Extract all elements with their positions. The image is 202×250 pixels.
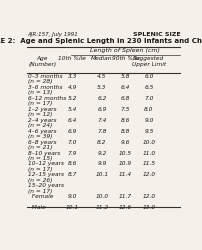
Text: Suggested
Upper Limit: Suggested Upper Limit xyxy=(132,56,166,67)
Text: 11.5: 11.5 xyxy=(142,162,156,166)
Text: 15–20 years
(n = 17): 15–20 years (n = 17) xyxy=(28,184,64,194)
Text: 10.9: 10.9 xyxy=(119,162,132,166)
Text: SPLENIC SIZE: SPLENIC SIZE xyxy=(133,32,180,37)
Text: 6–12 months
(n = 17): 6–12 months (n = 17) xyxy=(28,96,67,106)
Text: 11.4: 11.4 xyxy=(119,172,132,178)
Text: 12.6: 12.6 xyxy=(119,205,132,210)
Text: 90th %ile: 90th %ile xyxy=(112,56,139,61)
Text: 5.3: 5.3 xyxy=(97,85,107,90)
Text: 8.6: 8.6 xyxy=(121,118,130,122)
Text: 8.0: 8.0 xyxy=(144,106,154,112)
Text: 11.2: 11.2 xyxy=(95,205,108,210)
Text: 12.0: 12.0 xyxy=(142,172,156,178)
Text: 6.4: 6.4 xyxy=(67,118,77,122)
Text: 5.4: 5.4 xyxy=(67,106,77,112)
Text: 10.1: 10.1 xyxy=(95,172,108,178)
Text: 8–10 years
(n = 15): 8–10 years (n = 15) xyxy=(28,150,61,161)
Text: Age
(Number): Age (Number) xyxy=(28,56,57,67)
Text: 9.9: 9.9 xyxy=(97,162,107,166)
Text: 2–4 years
(n = 24): 2–4 years (n = 24) xyxy=(28,118,57,128)
Text: 6.8: 6.8 xyxy=(121,96,130,101)
Text: 1–2 years
(n = 12): 1–2 years (n = 12) xyxy=(28,106,57,118)
Text: 9.2: 9.2 xyxy=(97,150,107,156)
Text: 6.0: 6.0 xyxy=(144,74,154,79)
Text: 4.9: 4.9 xyxy=(67,85,77,90)
Text: 7.9: 7.9 xyxy=(67,150,77,156)
Text: 7.5: 7.5 xyxy=(121,106,130,112)
Text: Median: Median xyxy=(91,56,113,61)
Text: Male: Male xyxy=(28,205,46,210)
Text: 9.6: 9.6 xyxy=(121,140,130,144)
Text: 6.2: 6.2 xyxy=(97,96,107,101)
Text: 4.5: 4.5 xyxy=(97,74,107,79)
Text: 10–12 years
(n = 17): 10–12 years (n = 17) xyxy=(28,162,64,172)
Text: 8.8: 8.8 xyxy=(121,128,130,134)
Text: 12.0: 12.0 xyxy=(142,194,156,200)
Text: 8.6: 8.6 xyxy=(67,162,77,166)
Text: Length of Spleen (cm): Length of Spleen (cm) xyxy=(90,48,160,53)
Text: 10th %ile: 10th %ile xyxy=(58,56,86,61)
Text: 0–3 months
(n = 28): 0–3 months (n = 28) xyxy=(28,74,63,85)
Text: 10.5: 10.5 xyxy=(119,150,132,156)
Text: 8.7: 8.7 xyxy=(67,172,77,178)
Text: 10.1: 10.1 xyxy=(66,205,79,210)
Text: TABLE 2:  Age and Splenic Length in 230 Infants and Children: TABLE 2: Age and Splenic Length in 230 I… xyxy=(0,38,202,44)
Text: 8.2: 8.2 xyxy=(97,140,107,144)
Text: 6.9: 6.9 xyxy=(67,128,77,134)
Text: 11.7: 11.7 xyxy=(119,194,132,200)
Text: 6.4: 6.4 xyxy=(121,85,130,90)
Text: 12–15 years
(n = 26): 12–15 years (n = 26) xyxy=(28,172,64,183)
Text: 5.8: 5.8 xyxy=(121,74,130,79)
Text: 4–6 years
(n = 39): 4–6 years (n = 39) xyxy=(28,128,57,139)
Text: 7.0: 7.0 xyxy=(67,140,77,144)
Text: 6.9: 6.9 xyxy=(97,106,107,112)
Text: 10.0: 10.0 xyxy=(142,140,156,144)
Text: 5.2: 5.2 xyxy=(67,96,77,101)
Text: 7.4: 7.4 xyxy=(97,118,107,122)
Text: 6.5: 6.5 xyxy=(144,85,154,90)
Text: 9.0: 9.0 xyxy=(67,194,77,200)
Text: 6–8 years
(n = 21): 6–8 years (n = 21) xyxy=(28,140,57,150)
Text: 3.3: 3.3 xyxy=(67,74,77,79)
Text: 13.0: 13.0 xyxy=(142,205,156,210)
Text: 3–6 months
(n = 13): 3–6 months (n = 13) xyxy=(28,85,63,96)
Text: AJR:157, July 1991: AJR:157, July 1991 xyxy=(27,32,78,37)
Text: 10.0: 10.0 xyxy=(95,194,108,200)
Text: 7.0: 7.0 xyxy=(144,96,154,101)
Text: 11.0: 11.0 xyxy=(142,150,156,156)
Text: 9.0: 9.0 xyxy=(144,118,154,122)
Text: 9.5: 9.5 xyxy=(144,128,154,134)
Text: Female: Female xyxy=(28,194,54,200)
Text: 7.8: 7.8 xyxy=(97,128,107,134)
